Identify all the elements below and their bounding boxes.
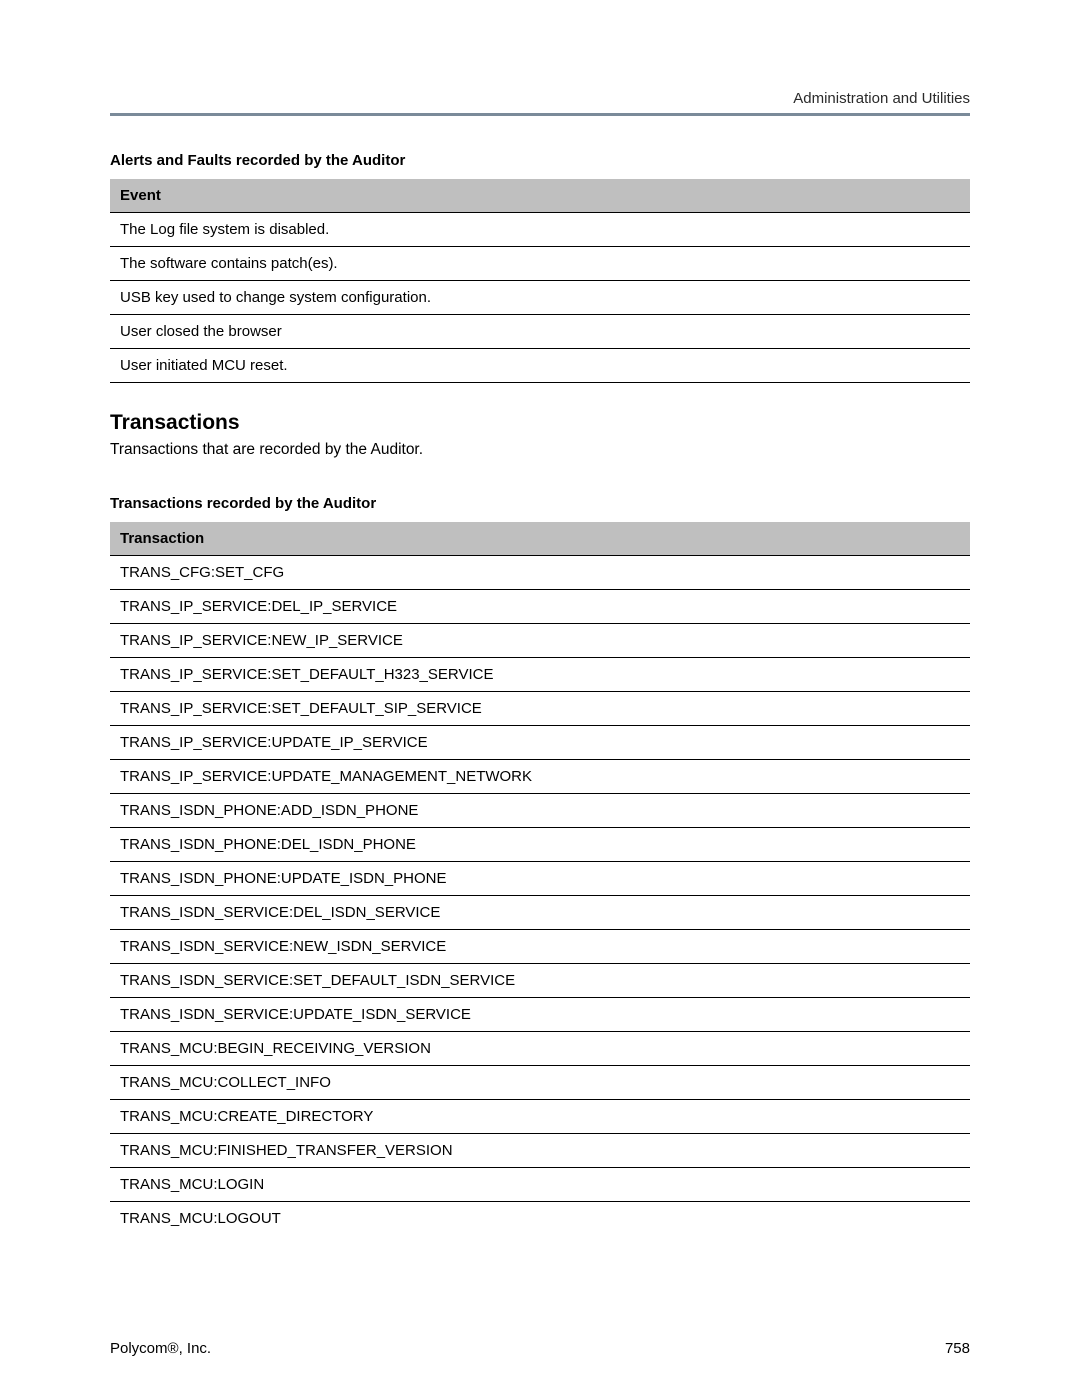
transaction-cell: TRANS_IP_SERVICE:DEL_IP_SERVICE bbox=[110, 590, 970, 624]
table-row: TRANS_ISDN_PHONE:ADD_ISDN_PHONE bbox=[110, 794, 970, 828]
table-row: TRANS_MCU:FINISHED_TRANSFER_VERSION bbox=[110, 1134, 970, 1168]
table-row: TRANS_ISDN_SERVICE:UPDATE_ISDN_SERVICE bbox=[110, 998, 970, 1032]
transaction-cell: TRANS_IP_SERVICE:NEW_IP_SERVICE bbox=[110, 624, 970, 658]
table-row: TRANS_MCU:BEGIN_RECEIVING_VERSION bbox=[110, 1032, 970, 1066]
table-row: TRANS_IP_SERVICE:SET_DEFAULT_H323_SERVIC… bbox=[110, 658, 970, 692]
table-row: TRANS_ISDN_PHONE:DEL_ISDN_PHONE bbox=[110, 828, 970, 862]
transaction-cell: TRANS_IP_SERVICE:SET_DEFAULT_H323_SERVIC… bbox=[110, 658, 970, 692]
event-cell: User closed the browser bbox=[110, 315, 970, 349]
transactions-table: Transaction TRANS_CFG:SET_CFGTRANS_IP_SE… bbox=[110, 522, 970, 1235]
table-row: TRANS_IP_SERVICE:DEL_IP_SERVICE bbox=[110, 590, 970, 624]
event-cell: The software contains patch(es). bbox=[110, 247, 970, 281]
transaction-cell: TRANS_IP_SERVICE:UPDATE_MANAGEMENT_NETWO… bbox=[110, 760, 970, 794]
transaction-cell: TRANS_ISDN_PHONE:DEL_ISDN_PHONE bbox=[110, 828, 970, 862]
transaction-cell: TRANS_MCU:BEGIN_RECEIVING_VERSION bbox=[110, 1032, 970, 1066]
transaction-cell: TRANS_ISDN_SERVICE:NEW_ISDN_SERVICE bbox=[110, 930, 970, 964]
transactions-heading: Transactions bbox=[110, 411, 970, 435]
transaction-cell: TRANS_ISDN_SERVICE:UPDATE_ISDN_SERVICE bbox=[110, 998, 970, 1032]
table-row: TRANS_ISDN_PHONE:UPDATE_ISDN_PHONE bbox=[110, 862, 970, 896]
table-row: TRANS_IP_SERVICE:SET_DEFAULT_SIP_SERVICE bbox=[110, 692, 970, 726]
alerts-column-header: Event bbox=[110, 179, 970, 213]
transaction-cell: TRANS_ISDN_SERVICE:SET_DEFAULT_ISDN_SERV… bbox=[110, 964, 970, 998]
page-footer: Polycom®, Inc. 758 bbox=[110, 1340, 970, 1357]
transaction-cell: TRANS_MCU:FINISHED_TRANSFER_VERSION bbox=[110, 1134, 970, 1168]
table-row: TRANS_ISDN_SERVICE:SET_DEFAULT_ISDN_SERV… bbox=[110, 964, 970, 998]
page-container: Administration and Utilities Alerts and … bbox=[0, 0, 1080, 1397]
transaction-cell: TRANS_ISDN_SERVICE:DEL_ISDN_SERVICE bbox=[110, 896, 970, 930]
table-row: The Log file system is disabled. bbox=[110, 213, 970, 247]
transaction-cell: TRANS_IP_SERVICE:UPDATE_IP_SERVICE bbox=[110, 726, 970, 760]
event-cell: USB key used to change system configurat… bbox=[110, 281, 970, 315]
table-row: USB key used to change system configurat… bbox=[110, 281, 970, 315]
table-row: TRANS_MCU:LOGOUT bbox=[110, 1202, 970, 1236]
table-row: TRANS_IP_SERVICE:NEW_IP_SERVICE bbox=[110, 624, 970, 658]
transactions-section-title: Transactions recorded by the Auditor bbox=[110, 495, 970, 512]
table-row: TRANS_IP_SERVICE:UPDATE_IP_SERVICE bbox=[110, 726, 970, 760]
table-row: User closed the browser bbox=[110, 315, 970, 349]
table-row: TRANS_ISDN_SERVICE:DEL_ISDN_SERVICE bbox=[110, 896, 970, 930]
table-row: TRANS_MCU:COLLECT_INFO bbox=[110, 1066, 970, 1100]
transaction-cell: TRANS_ISDN_PHONE:ADD_ISDN_PHONE bbox=[110, 794, 970, 828]
alerts-section-title: Alerts and Faults recorded by the Audito… bbox=[110, 152, 970, 169]
transaction-cell: TRANS_CFG:SET_CFG bbox=[110, 556, 970, 590]
transactions-column-header: Transaction bbox=[110, 522, 970, 556]
transaction-cell: TRANS_MCU:LOGIN bbox=[110, 1168, 970, 1202]
table-row: TRANS_CFG:SET_CFG bbox=[110, 556, 970, 590]
header-title: Administration and Utilities bbox=[793, 90, 970, 107]
table-row: TRANS_MCU:LOGIN bbox=[110, 1168, 970, 1202]
table-row: TRANS_IP_SERVICE:UPDATE_MANAGEMENT_NETWO… bbox=[110, 760, 970, 794]
page-header: Administration and Utilities bbox=[110, 90, 970, 116]
transaction-cell: TRANS_ISDN_PHONE:UPDATE_ISDN_PHONE bbox=[110, 862, 970, 896]
alerts-table: Event The Log file system is disabled.Th… bbox=[110, 179, 970, 383]
footer-company: Polycom®, Inc. bbox=[110, 1340, 211, 1357]
table-row: The software contains patch(es). bbox=[110, 247, 970, 281]
transaction-cell: TRANS_MCU:LOGOUT bbox=[110, 1202, 970, 1236]
transaction-cell: TRANS_MCU:COLLECT_INFO bbox=[110, 1066, 970, 1100]
transaction-cell: TRANS_MCU:CREATE_DIRECTORY bbox=[110, 1100, 970, 1134]
table-row: TRANS_MCU:CREATE_DIRECTORY bbox=[110, 1100, 970, 1134]
event-cell: User initiated MCU reset. bbox=[110, 349, 970, 383]
table-row: User initiated MCU reset. bbox=[110, 349, 970, 383]
footer-page-number: 758 bbox=[945, 1340, 970, 1357]
table-row: TRANS_ISDN_SERVICE:NEW_ISDN_SERVICE bbox=[110, 930, 970, 964]
transaction-cell: TRANS_IP_SERVICE:SET_DEFAULT_SIP_SERVICE bbox=[110, 692, 970, 726]
event-cell: The Log file system is disabled. bbox=[110, 213, 970, 247]
transactions-intro: Transactions that are recorded by the Au… bbox=[110, 441, 970, 459]
